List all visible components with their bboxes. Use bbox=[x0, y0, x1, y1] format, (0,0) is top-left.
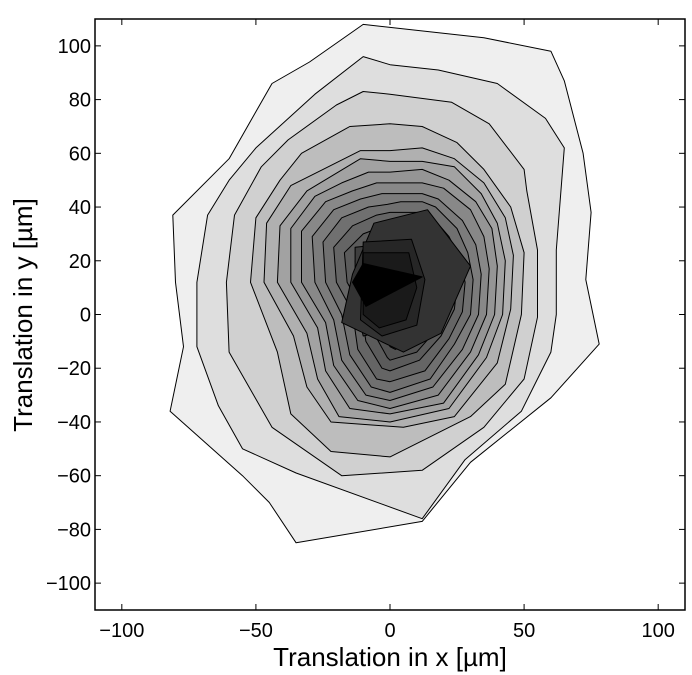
x-tick-label: 100 bbox=[641, 620, 674, 642]
x-tick-label: 0 bbox=[384, 620, 395, 642]
x-tick-label: −50 bbox=[239, 620, 273, 642]
contour-level-19 bbox=[352, 263, 423, 307]
y-tick-label: −40 bbox=[57, 412, 91, 434]
y-tick-label: −20 bbox=[57, 358, 91, 380]
y-tick-label: 80 bbox=[69, 90, 91, 112]
y-tick-label: 60 bbox=[69, 143, 91, 165]
contour-fill-layer bbox=[169, 23, 600, 544]
y-tick-label: 20 bbox=[69, 251, 91, 273]
y-tick-label: 40 bbox=[69, 197, 91, 219]
y-tick-label: 0 bbox=[80, 305, 91, 327]
x-tick-label: −100 bbox=[99, 620, 144, 642]
y-tick-label: −100 bbox=[46, 573, 91, 595]
y-tick-label: −60 bbox=[57, 466, 91, 488]
y-tick-label: 100 bbox=[58, 36, 91, 58]
y-tick-label: −80 bbox=[57, 519, 91, 541]
x-tick-label: 50 bbox=[513, 620, 535, 642]
y-axis-label: Translation in y [µm] bbox=[8, 198, 38, 432]
axis-ticks: −100 −50 0 50 100 −100 −80 −60 −40 −20 0 20 40 60 80 10… bbox=[46, 19, 685, 642]
x-axis-label: Translation in x [µm] bbox=[273, 642, 507, 672]
